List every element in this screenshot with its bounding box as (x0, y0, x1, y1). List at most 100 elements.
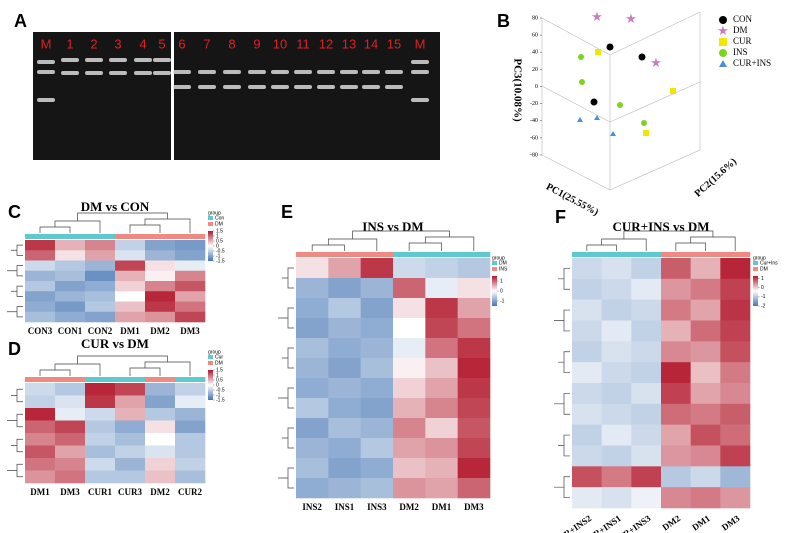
heatmap-cell (457, 358, 491, 379)
z-tick-label: -20 (530, 101, 538, 107)
z-tick-label: -80 (530, 152, 538, 158)
gel-band (223, 70, 241, 74)
gel-band (134, 58, 152, 62)
heatmap-cell (25, 433, 56, 446)
heatmap-cell (720, 487, 751, 509)
lane-label: 1 (66, 36, 73, 51)
column-label: DM2 (399, 502, 419, 512)
heatmap-cell (296, 278, 329, 299)
z-tick-label: 20 (532, 67, 538, 73)
axis-label: PC2(15.6%) (693, 156, 739, 199)
heatmap-cell (25, 445, 56, 459)
heatmap-cell (145, 433, 176, 446)
group-bar (25, 377, 56, 382)
scale-tick-label: -2 (761, 303, 766, 309)
heatmap-cell (25, 260, 56, 272)
heatmap-cell (690, 487, 721, 509)
z-tick-label: 60 (532, 33, 538, 39)
heatmap-cell (360, 258, 394, 279)
legend-label: INS (499, 266, 508, 272)
gel-band (173, 85, 191, 89)
heatmap-cell (360, 338, 394, 359)
heatmap-cell (393, 418, 426, 439)
heatmap-cell (175, 270, 206, 282)
heatmap-cell (25, 395, 56, 409)
heatmap-cell (55, 445, 86, 459)
heatmap-cell (690, 403, 721, 425)
group-bar (425, 252, 458, 257)
heatmap-cell (661, 424, 691, 446)
heatmap-cell (25, 281, 56, 292)
group-bar (631, 252, 662, 257)
group-bar (601, 252, 632, 257)
heatmap-cell (175, 291, 206, 302)
heatmap-cell (631, 383, 662, 405)
group-bar (85, 234, 116, 239)
heatmap-cell (296, 398, 329, 419)
legend-title: group (208, 349, 221, 355)
heatmap-cell (631, 445, 662, 467)
heatmap-cell (85, 383, 116, 396)
heatmap-cell (425, 318, 458, 339)
heatmap-cell (328, 418, 361, 439)
heatmap-cell (360, 418, 394, 439)
heatmap-cell (175, 260, 206, 272)
heatmap-cell (25, 270, 56, 282)
heatmap-cell (55, 250, 86, 261)
heatmap-cell (393, 398, 426, 419)
heatmap-cell (425, 338, 458, 359)
heatmap-cell (25, 250, 56, 261)
heatmap-cell (601, 278, 632, 300)
heatmap-cell (720, 424, 751, 446)
panel-label: C (8, 202, 21, 222)
heatmap-cell (25, 240, 56, 251)
gel-band (85, 58, 103, 62)
heatmap-title: CUR+INS vs DM (613, 219, 710, 234)
gel-band (385, 85, 403, 89)
gel-band (385, 70, 403, 74)
legend-label: DM (733, 25, 748, 35)
heatmap-cell (85, 260, 116, 272)
lane-label: 8 (228, 36, 235, 51)
dendrogram (554, 268, 570, 498)
legend-marker (719, 49, 727, 57)
heatmap-cell (85, 250, 116, 261)
heatmap-cell (631, 278, 662, 300)
legend-label: CUR+INS (733, 58, 771, 68)
legend-marker (719, 60, 727, 67)
lane-label: 15 (387, 36, 401, 51)
gel-band (411, 60, 429, 64)
heatmap-cell (661, 299, 691, 321)
heatmap-cell (690, 466, 721, 488)
heatmap-cell (457, 398, 491, 419)
heatmap-cell (115, 311, 146, 323)
heatmap-cell (85, 395, 116, 409)
heatmap-cell (55, 311, 86, 323)
gel-band (248, 85, 266, 89)
heatmap-cell (175, 301, 206, 313)
group-bar (175, 377, 206, 382)
heatmap-cell (360, 398, 394, 419)
heatmap-cell (328, 278, 361, 299)
lane-label: 5 (158, 36, 165, 51)
group-bar (175, 234, 206, 239)
heatmap-cell (25, 420, 56, 434)
heatmap-title: DM vs CON (81, 199, 150, 214)
heatmap-cell (393, 478, 426, 499)
heatmap-cell (457, 278, 491, 299)
scale-tick-label: 0 (761, 285, 764, 291)
heatmap-cell (55, 240, 86, 251)
heatmap-cell (296, 318, 329, 339)
heatmap-cell (145, 240, 176, 251)
group-bar (572, 252, 602, 257)
column-label: CUR+INS2 (551, 513, 593, 533)
color-scale (208, 370, 213, 400)
heatmap-cell (115, 433, 146, 446)
group-bar (661, 252, 691, 257)
heatmap-cell (572, 362, 602, 384)
pca-box (541, 11, 701, 191)
column-label: DM3 (180, 326, 200, 336)
heatmap-cell (145, 281, 176, 292)
gel-band (362, 70, 380, 74)
